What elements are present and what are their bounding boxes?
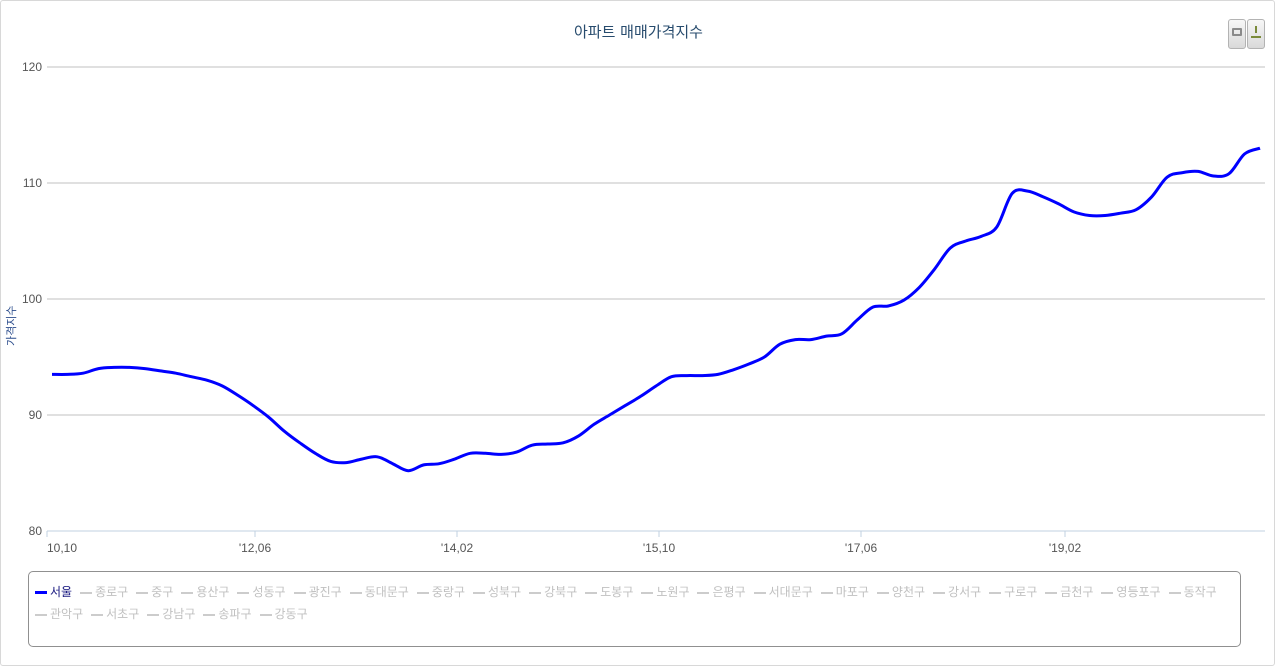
legend-swatch (147, 613, 160, 616)
legend-swatch (91, 613, 104, 616)
legend-swatch (1045, 591, 1058, 594)
legend-item[interactable]: 영등포구 (1101, 581, 1161, 603)
legend-item[interactable]: 서대문구 (753, 581, 813, 603)
legend-swatch (203, 613, 216, 616)
legend-label: 노원구 (656, 585, 690, 599)
legend-label: 강동구 (274, 607, 308, 621)
legend-swatch (259, 613, 272, 616)
legend-item[interactable]: 관악구 (35, 603, 83, 625)
legend-item[interactable]: 동작구 (1168, 581, 1217, 603)
y-tick-label: 100 (22, 292, 42, 306)
legend-swatch (820, 591, 833, 594)
y-tick-label: 80 (29, 524, 43, 538)
legend-item[interactable]: 용산구 (181, 581, 229, 603)
legend-label: 구로구 (1004, 585, 1038, 599)
legend-swatch (35, 591, 47, 594)
legend-label: 동작구 (1183, 585, 1217, 599)
legend-item[interactable]: 서울 (35, 581, 72, 603)
legend-swatch (293, 591, 306, 594)
legend-label: 용산구 (196, 585, 230, 599)
legend-label: 중랑구 (431, 585, 465, 599)
legend-swatch (585, 591, 598, 594)
legend-label: 중구 (151, 585, 174, 599)
legend-label: 양천구 (891, 585, 926, 599)
legend-item[interactable]: 중구 (136, 581, 173, 603)
legend-swatch (641, 591, 654, 594)
legend-item[interactable]: 중랑구 (416, 581, 465, 603)
legend-label: 은평구 (712, 585, 746, 599)
legend-label: 동대문구 (364, 585, 409, 599)
legend-item[interactable]: 강남구 (147, 603, 195, 625)
legend-swatch (181, 591, 194, 594)
legend-item[interactable]: 강북구 (529, 581, 577, 603)
legend-label: 성동구 (252, 585, 286, 599)
legend-item[interactable]: 광진구 (293, 581, 342, 603)
legend-item[interactable]: 송파구 (203, 603, 252, 625)
legend-item[interactable]: 도봉구 (585, 581, 633, 603)
legend-label: 영등포구 (1116, 585, 1161, 599)
legend-swatch (753, 591, 766, 594)
legend-label: 강서구 (948, 585, 982, 599)
legend-swatch (416, 591, 429, 594)
legend-label: 서울 (50, 585, 73, 599)
legend-item[interactable]: 강동구 (259, 603, 308, 625)
x-tick-label: '12,06 (239, 541, 272, 555)
legend-label: 마포구 (835, 585, 869, 599)
download-button[interactable] (1247, 19, 1265, 49)
y-tick-label: 110 (23, 176, 42, 190)
legend-item[interactable]: 마포구 (820, 581, 869, 603)
legend-label: 강북구 (544, 585, 578, 599)
legend-swatch (237, 591, 250, 594)
x-tick-label: '17,06 (845, 541, 878, 555)
legend-item[interactable]: 서초구 (91, 603, 139, 625)
plot-area: 80 90 100 110 120 10,10 '12,06 '14,02 '15,10 '17,… (22, 60, 1265, 555)
legend-swatch (349, 591, 362, 594)
x-tick-label: 10,10 (47, 541, 77, 555)
x-tick-label: '15,10 (643, 541, 676, 555)
chart-title: 아파트 매매가격지수 (574, 23, 703, 41)
legend-item[interactable]: 은평구 (697, 581, 746, 603)
legend-item[interactable]: 종로구 (80, 581, 128, 603)
x-tick-label: '14,02 (441, 541, 474, 555)
legend-label: 금천구 (1060, 585, 1094, 599)
legend-swatch (876, 591, 889, 594)
series-line-서울 (51, 146, 1261, 473)
y-tick-label: 120 (22, 60, 42, 74)
legend-swatch (697, 591, 710, 594)
legend-label: 성북구 (487, 585, 522, 599)
legend-item[interactable]: 성동구 (237, 581, 286, 603)
legend-label: 서대문구 (768, 585, 813, 599)
printer-icon (1232, 28, 1242, 36)
legend-label: 서초구 (106, 607, 140, 621)
legend-swatch (1101, 591, 1114, 594)
x-tick-label: '19,02 (1049, 541, 1082, 555)
legend-swatch (933, 591, 946, 594)
legend-label: 종로구 (95, 585, 129, 599)
legend-label: 송파구 (218, 607, 252, 621)
download-icon (1251, 26, 1261, 38)
legend-label: 광진구 (308, 585, 342, 599)
legend-label: 강남구 (162, 607, 196, 621)
legend-item[interactable]: 강서구 (933, 581, 981, 603)
legend-item[interactable]: 노원구 (641, 581, 689, 603)
legend-swatch (529, 591, 542, 594)
legend-item[interactable]: 구로구 (989, 581, 1037, 603)
legend-swatch (1168, 591, 1181, 594)
legend-item[interactable]: 양천구 (876, 581, 926, 603)
legend-item[interactable]: 금천구 (1045, 581, 1093, 603)
legend-swatch (80, 591, 93, 594)
legend: 서울 종로구 중구 용산구 성동구 광진구 동대문구 중랑구 성북구 강북구 도봉구 노원구 은평구 서대… (28, 571, 1241, 647)
legend-swatch (136, 591, 149, 594)
legend-item[interactable]: 동대문구 (349, 581, 409, 603)
legend-swatch (989, 591, 1002, 594)
legend-swatch (472, 591, 485, 594)
y-tick-label: 90 (29, 408, 43, 422)
print-button[interactable] (1228, 19, 1246, 49)
legend-label: 관악구 (50, 607, 84, 621)
legend-label: 도봉구 (600, 585, 634, 599)
legend-swatch (35, 613, 47, 616)
legend-item[interactable]: 성북구 (472, 581, 522, 603)
